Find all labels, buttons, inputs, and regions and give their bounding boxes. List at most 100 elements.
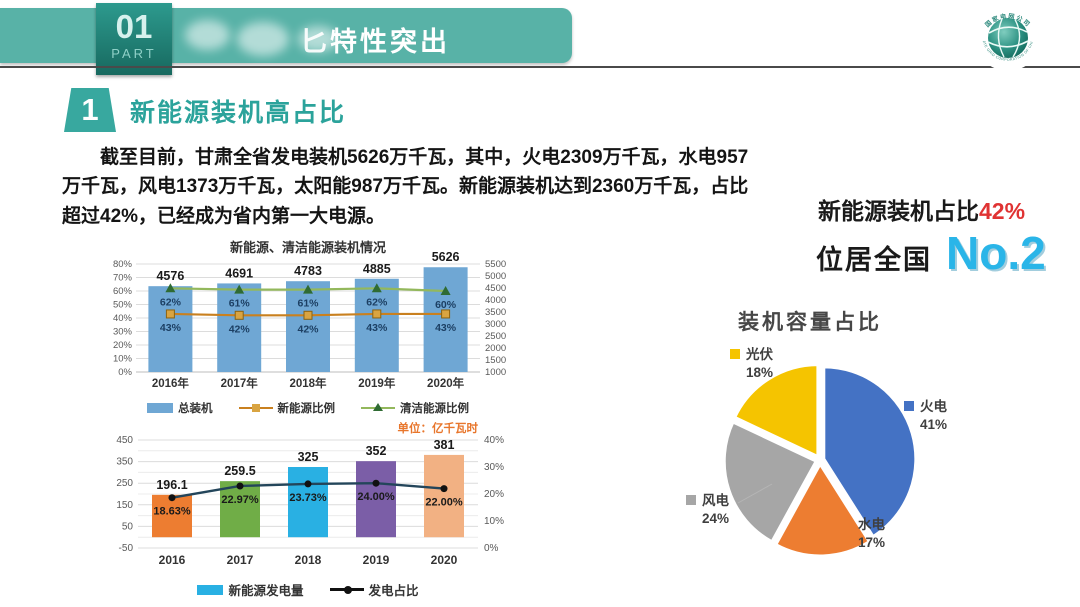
svg-text:4691: 4691	[225, 266, 253, 280]
stat-share-value: 42%	[979, 198, 1026, 224]
svg-text:22.97%: 22.97%	[221, 494, 259, 506]
svg-text:4576: 4576	[156, 269, 184, 283]
svg-text:-50: -50	[119, 543, 134, 554]
svg-text:新能源、清洁能源装机情况: 新能源、清洁能源装机情况	[230, 240, 386, 255]
bar-swatch-icon	[197, 584, 224, 595]
svg-text:60%: 60%	[113, 286, 133, 297]
svg-text:196.1: 196.1	[156, 478, 187, 492]
chart-capacity-share-pie: 装机容量占比 光伏 18% 火电 41% 风电 24% 水电 17%	[650, 300, 1080, 607]
svg-text:42%: 42%	[297, 323, 319, 335]
part-number: 01	[115, 8, 153, 45]
erased-watermark	[237, 22, 289, 56]
svg-text:5500: 5500	[485, 259, 506, 270]
state-grid-logo: 国家电网公司 STATE GRID CORPORATION OF CHINA	[957, 0, 1058, 74]
svg-text:2016: 2016	[159, 553, 186, 567]
banner-title-fragment: 匕	[300, 27, 330, 57]
pie-pct-text: 41%	[920, 417, 948, 433]
body-paragraph: 截至目前，甘肃全省发电装机5626万千瓦，其中，火电2309万千瓦，水电957万…	[62, 147, 749, 227]
pie-label-text: 风电	[702, 493, 729, 508]
banner-title-text: 特性突出	[330, 27, 450, 57]
chart1-legend: 总装机 新能源比例 清洁能源比例	[96, 400, 520, 416]
part-number-badge: 01 PART	[96, 3, 172, 75]
svg-text:43%: 43%	[435, 322, 457, 334]
svg-text:43%: 43%	[366, 322, 388, 334]
svg-text:0%: 0%	[118, 367, 132, 378]
pie-title: 装机容量占比	[738, 311, 882, 334]
svg-text:40%: 40%	[113, 313, 133, 324]
header-divider-line	[0, 66, 1080, 68]
svg-text:42%: 42%	[229, 323, 251, 335]
svg-text:2019: 2019	[363, 553, 390, 567]
svg-text:250: 250	[116, 478, 133, 489]
svg-text:单位：亿千瓦时: 单位：亿千瓦时	[398, 422, 479, 435]
pie-pct-text: 17%	[858, 535, 886, 551]
chart-capacity-combo-canvas: 0% 10% 20% 30% 40% 50% 60% 70% 80% 10001500200025…	[113, 240, 506, 390]
legend-item-generation-share: 发电占比	[329, 580, 419, 599]
svg-text:4783: 4783	[294, 264, 322, 278]
svg-text:4000: 4000	[485, 295, 506, 306]
svg-text:23.73%: 23.73%	[289, 492, 327, 504]
svg-text:61%: 61%	[229, 298, 251, 310]
svg-text:61%: 61%	[297, 298, 319, 310]
chart-generation-combo: -50 50 150 250 350 450 0% 10% 20% 30% 40% 单位：亿千瓦时 19…	[96, 421, 520, 606]
svg-text:2000: 2000	[485, 343, 506, 354]
svg-text:3000: 3000	[485, 319, 506, 330]
wind-swatch-icon	[686, 495, 696, 505]
section-number-badge: 1	[64, 88, 116, 132]
legend-item-cleanenergy-ratio: 清洁能源比例	[361, 400, 469, 416]
legend-item-generation: 新能源发电量	[197, 580, 304, 599]
erased-watermark	[298, 26, 338, 52]
svg-text:1000: 1000	[485, 367, 506, 378]
svg-text:150: 150	[116, 500, 133, 511]
pie-label-text: 光伏	[746, 347, 773, 362]
svg-text:62%: 62%	[160, 296, 182, 308]
chart2-legend: 新能源发电量 发电占比	[96, 580, 520, 599]
state-grid-logo-icon: 国家电网公司 STATE GRID CORPORATION OF CHINA	[957, 0, 1041, 71]
stat-share-prefix: 新能源装机占比	[818, 198, 979, 224]
svg-text:2020年: 2020年	[427, 376, 465, 390]
chart-generation-combo-canvas: -50 50 150 250 350 450 0% 10% 20% 30% 40% 单位：亿千瓦时 19…	[116, 421, 504, 567]
svg-text:2016年: 2016年	[152, 376, 190, 390]
line-triangle-swatch-icon	[361, 402, 395, 411]
svg-text:40%: 40%	[484, 435, 504, 446]
legend-label: 发电占比	[368, 584, 419, 598]
chart-capacity-combo: 0% 10% 20% 30% 40% 50% 60% 70% 80% 1000 1500 2000 25…	[96, 238, 520, 422]
legend-item-total-capacity: 总装机	[147, 400, 213, 416]
svg-text:1500: 1500	[485, 355, 506, 366]
legend-label: 新能源发电量	[228, 584, 304, 598]
stat-rank-prefix: 位居全国	[816, 245, 932, 275]
svg-text:30%: 30%	[484, 462, 504, 473]
svg-text:62%: 62%	[366, 296, 388, 308]
svg-text:24.00%: 24.00%	[357, 491, 395, 503]
svg-text:22.00%: 22.00%	[425, 497, 463, 509]
svg-text:2017: 2017	[227, 553, 254, 567]
solar-swatch-icon	[730, 349, 740, 359]
svg-text:5626: 5626	[432, 250, 460, 264]
svg-text:325: 325	[298, 450, 319, 464]
svg-text:4885: 4885	[363, 262, 391, 276]
svg-text:0%: 0%	[484, 543, 499, 554]
svg-text:70%: 70%	[113, 273, 133, 284]
banner-title: 匕特性突出	[300, 20, 450, 59]
svg-text:2017年: 2017年	[221, 376, 259, 390]
legend-label: 清洁能源比例	[400, 403, 469, 415]
erased-watermark	[185, 20, 230, 50]
section-title: 新能源装机高占比	[130, 99, 347, 127]
pie-pct-text: 24%	[702, 511, 730, 527]
pie-label-text: 水电	[858, 517, 885, 532]
svg-text:30%: 30%	[113, 327, 133, 338]
svg-text:10%: 10%	[113, 354, 133, 365]
svg-text:50%: 50%	[113, 300, 133, 311]
legend-item-newenergy-ratio: 新能源比例	[238, 400, 336, 416]
svg-text:5000: 5000	[485, 271, 506, 282]
pie-label-text: 火电	[920, 399, 947, 414]
svg-text:2018年: 2018年	[289, 376, 327, 390]
svg-text:2500: 2500	[485, 331, 506, 342]
svg-text:50: 50	[122, 521, 134, 532]
legend-label: 新能源比例	[277, 403, 336, 415]
svg-text:381: 381	[434, 438, 455, 452]
svg-text:80%: 80%	[113, 259, 133, 270]
svg-text:3500: 3500	[485, 307, 506, 318]
svg-text:4500: 4500	[485, 283, 506, 294]
svg-text:18.63%: 18.63%	[153, 506, 191, 518]
